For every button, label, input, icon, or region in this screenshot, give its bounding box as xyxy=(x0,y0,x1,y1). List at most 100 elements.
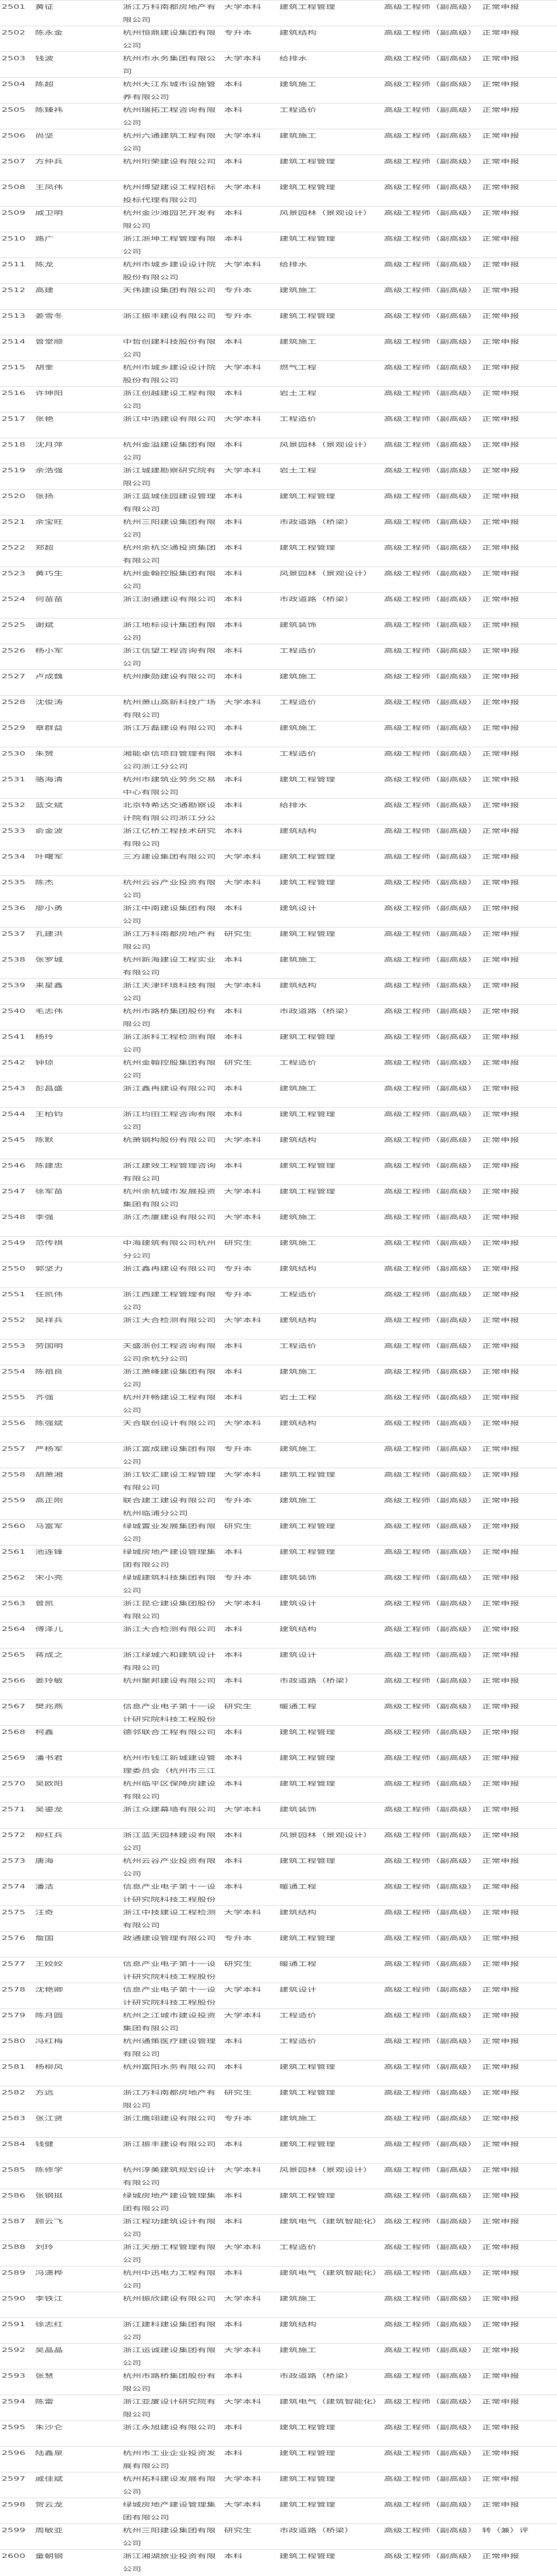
serial-number-cell: 2572 xyxy=(2,1829,33,1854)
employer-cell: 杭州金翰控股集团有限公司 xyxy=(123,1056,221,1081)
specialty-cell: 风景园林（景观设计） xyxy=(279,207,382,232)
title-level: 高级工程师（副高级） xyxy=(384,2012,477,2019)
applicant-name-cell: 钟琼 xyxy=(35,1056,120,1081)
education-cell: 本科 xyxy=(224,78,278,103)
title-level-cell: 高级工程师（副高级） xyxy=(384,619,481,644)
title-level: 高级工程师（副高级） xyxy=(384,905,477,912)
education-cell: 大学本科 xyxy=(224,1314,278,1339)
table-row: 2595 朱沙仑 浙江永旭建设有限公司 本科 建筑工程管理 高级工程师（副高级） 正常申报 xyxy=(0,2420,557,2446)
title-level-cell: 高级工程师（副高级） xyxy=(384,490,481,515)
applicant-name: 贺云龙 xyxy=(35,2501,63,2508)
applicant-name: 方远 xyxy=(35,2089,54,2096)
education-cell: 本科 xyxy=(224,1726,278,1751)
serial-number-cell: 2577 xyxy=(2,1957,33,1983)
serial-number: 2538 xyxy=(2,956,26,963)
employer-cell: 绿城房地产建设管理集团有限公司 xyxy=(123,2189,221,2214)
education: 本科 xyxy=(224,2372,243,2379)
applicant-name: 陈超 xyxy=(35,81,54,88)
serial-number: 2569 xyxy=(2,1754,26,1761)
application-type-cell: 正常申报 xyxy=(482,1417,556,1442)
employer-cell: 杭州市建筑业劳务交易中心有限公司 xyxy=(123,773,221,798)
employer-cell: 杭州振欣建设有限公司 xyxy=(123,2292,221,2317)
education: 大学本科 xyxy=(224,1316,261,1324)
application-type: 正常申报 xyxy=(482,905,519,912)
education: 本科 xyxy=(224,2063,243,2070)
title-level: 高级工程师（副高级） xyxy=(384,1394,477,1401)
applicant-name: 吴鎏龙 xyxy=(35,1806,63,1813)
serial-number: 2552 xyxy=(2,1316,26,1324)
serial-number-cell: 2565 xyxy=(2,1648,33,1674)
table-row: 2549 范传祺 中海建筑有限公司杭州分公司 研究生 建筑施工 高级工程师（副高级） 正常申… xyxy=(0,1236,557,1262)
serial-number-cell: 2555 xyxy=(2,1391,33,1416)
specialty: 工程造价 xyxy=(279,106,317,113)
title-level: 高级工程师（副高级） xyxy=(384,1419,477,1427)
specialty-cell: 建筑工程管理 xyxy=(279,2086,382,2111)
table-row: 2579 陈月圆 杭州之江城市建设投资集团有限公司 大学本科 工程造价 高级工程师（副高级… xyxy=(0,2008,557,2034)
application-type: 正常申报 xyxy=(482,2192,519,2199)
applicant-name: 傅泽儿 xyxy=(35,1625,63,1633)
employer-cell: 浙江万科南都房地产有限公司 xyxy=(123,2086,221,2111)
applicant-name-cell: 戚卫明 xyxy=(35,207,120,232)
title-level-cell: 高级工程师（副高级） xyxy=(384,258,481,283)
specialty-cell: 建筑工程管理 xyxy=(279,1185,382,1210)
employer: 浙江亚厦设计研究院有限公司 xyxy=(123,2398,216,2418)
serial-number-cell: 2549 xyxy=(2,1237,33,1262)
applicant-name: 齐强 xyxy=(35,1394,54,1401)
education: 本科 xyxy=(224,750,243,757)
specialty-cell: 建筑工程管理 xyxy=(279,773,382,798)
title-level: 高级工程师（副高级） xyxy=(384,1651,477,1658)
title-level-cell: 高级工程师（副高级） xyxy=(384,361,481,386)
employer-cell: 浙江万磊建设有限公司 xyxy=(123,722,221,747)
applicant-name-cell: 谢斌 xyxy=(35,619,120,644)
application-type: 正常申报 xyxy=(482,1471,519,1478)
serial-number: 2537 xyxy=(2,930,26,937)
title-level: 高级工程师（副高级） xyxy=(384,647,477,654)
employer-cell: 杭州博望建设工程招标投标代理有限公司 xyxy=(123,181,221,206)
applicant-name: 姜雪冬 xyxy=(35,312,63,319)
applicant-name-cell: 姜玲敏 xyxy=(35,1674,120,1699)
title-level-cell: 高级工程师（副高级） xyxy=(384,155,481,180)
applicant-name: 路广 xyxy=(35,235,54,242)
education: 研究生 xyxy=(224,2089,252,2096)
specialty-cell: 工程造价 xyxy=(279,413,382,438)
specialty: 岩土工程 xyxy=(279,1394,317,1401)
title-level-cell: 高级工程师（副高级） xyxy=(384,1134,481,1159)
title-level: 高级工程师（副高级） xyxy=(384,261,477,268)
application-type: 正常申报 xyxy=(482,81,519,88)
specialty: 燃气工程 xyxy=(279,364,317,371)
education: 大学本科 xyxy=(224,364,261,371)
specialty: 岩土工程 xyxy=(279,390,317,397)
employer-cell: 信息产业电子第十一设计研究院科技工程股份 xyxy=(123,1957,221,1983)
specialty: 工程造价 xyxy=(279,750,317,757)
serial-number: 2520 xyxy=(2,493,26,500)
education: 本科 xyxy=(224,2037,243,2045)
table-row: 2565 蒋成之 浙江绿城六和建筑设计有限公司 本科 建筑设计 高级工程师（副高级） 正常申… xyxy=(0,1648,557,1674)
applicant-name: 来星鑫 xyxy=(35,982,63,989)
title-level-cell: 高级工程师（副高级） xyxy=(384,310,481,335)
applicant-name-cell: 吴晶晶 xyxy=(35,2344,120,2369)
specialty: 建筑工程管理 xyxy=(279,1857,335,1864)
applicant-name: 朱沙仑 xyxy=(35,2424,63,2431)
applicant-name: 胡萧湘 xyxy=(35,1471,63,1478)
applicant-name-cell: 俞金波 xyxy=(35,825,120,850)
table-row: 2543 彭昌盛 浙江鑫冉建设有限公司 本科 建筑施工 高级工程师（副高级） 正常申报 xyxy=(0,1081,557,1107)
employer: 杭萧钢构股份有限公司 xyxy=(123,1136,216,1143)
education-cell: 大学本科 xyxy=(224,2292,278,2317)
title-level-cell: 高级工程师（副高级） xyxy=(384,1391,481,1416)
serial-number-cell: 2563 xyxy=(2,1597,33,1622)
title-level-cell: 高级工程师（副高级） xyxy=(384,2215,481,2240)
education-cell: 专升本 xyxy=(224,2112,278,2137)
serial-number-cell: 2533 xyxy=(2,825,33,850)
applicant-name: 刘玲 xyxy=(35,2243,54,2251)
employer: 杭州珩荣建设有限公司 xyxy=(123,158,216,165)
employer: 浙江天册工程管理有限公司 xyxy=(123,2243,216,2264)
serial-number-cell: 2527 xyxy=(2,670,33,695)
title-level: 高级工程师（副高级） xyxy=(384,1188,477,1195)
table-row: 2569 潘书君 杭州市钱江新城建设管理委员会（杭州市三江 本科 建筑工程管理 高级工程师… xyxy=(0,1751,557,1777)
application-type: 正常申报 xyxy=(482,1033,519,1040)
serial-number-cell: 2506 xyxy=(2,129,33,154)
title-level: 高级工程师（副高级） xyxy=(384,184,477,191)
specialty-cell: 工程造价 xyxy=(279,1288,382,1313)
specialty: 建筑工程管理 xyxy=(279,235,335,242)
application-type: 正常申报 xyxy=(482,1728,519,1736)
